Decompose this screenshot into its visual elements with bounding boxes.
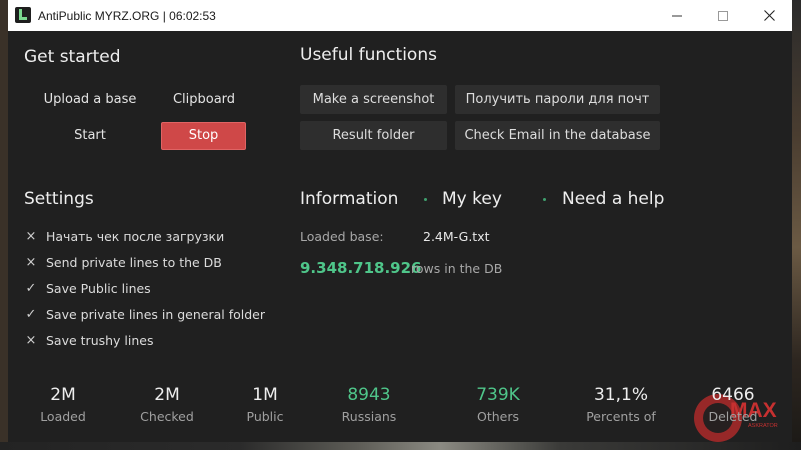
get-mail-passwords-button[interactable]: Получить пароли для почт [455, 85, 660, 114]
stat-checked: 2M Checked [112, 384, 222, 425]
watermark-subtext: ASKRATOR [748, 423, 778, 429]
information-tab[interactable]: Information [300, 189, 399, 209]
my-key-tab[interactable]: My key [442, 189, 502, 209]
setting-start-check-after-upload[interactable]: × Начать чек после загрузки [24, 227, 225, 245]
stat-value: 8943 [347, 385, 391, 405]
stat-caption: Checked [140, 409, 194, 424]
stat-caption: Russians [341, 409, 397, 424]
loaded-base-label: Loaded base: [300, 229, 384, 244]
settings-heading: Settings [24, 189, 94, 209]
window-title: AntiPublic MYRZ.ORG | 06:02:53 [38, 9, 216, 23]
close-button[interactable] [746, 0, 792, 31]
stat-others: 739K Others [443, 384, 553, 425]
maximize-button[interactable] [700, 0, 746, 31]
setting-save-private-general-folder[interactable]: ✓ Save private lines in general folder [24, 305, 265, 323]
clipboard-button[interactable]: Clipboard [172, 92, 236, 107]
setting-label: Save trushy lines [46, 332, 154, 348]
unchecked-x-icon: × [25, 254, 37, 270]
stat-caption: Others [476, 409, 519, 424]
setting-send-private-lines[interactable]: × Send private lines to the DB [24, 253, 222, 271]
stat-caption: Public [246, 409, 284, 424]
stat-deleted: 6466 Deleted [678, 384, 788, 425]
watermark-logo: MAX ASKRATOR [694, 394, 778, 442]
db-rows-count: 9.348.718.926 [300, 259, 422, 277]
stop-button[interactable]: Stop [161, 122, 246, 150]
desktop-background-right [792, 0, 801, 450]
loaded-base-value: 2.4M-G.txt [423, 229, 490, 244]
stat-value: 31,1% [593, 385, 648, 405]
stat-caption: Percents of [586, 409, 656, 424]
unchecked-x-icon: × [25, 228, 37, 244]
stat-caption: Deleted [708, 409, 758, 424]
stat-russians: 8943 Russians [314, 384, 424, 425]
close-icon [763, 10, 775, 21]
checkmark-icon: ✓ [25, 306, 37, 322]
setting-label: Save Public lines [46, 280, 151, 296]
separator-dot [543, 198, 546, 201]
checkmark-icon: ✓ [25, 280, 37, 296]
check-email-button[interactable]: Check Email in the database [455, 121, 660, 150]
stat-public: 1M Public [210, 384, 320, 425]
start-button[interactable]: Start [74, 128, 106, 143]
stat-value: 2M [50, 385, 76, 405]
stat-caption: Loaded [40, 409, 86, 424]
setting-save-public-lines[interactable]: ✓ Save Public lines [24, 279, 151, 297]
minimize-icon [672, 15, 682, 16]
setting-label: Save private lines in general folder [46, 306, 266, 322]
stat-value: 2M [154, 385, 180, 405]
stat-value: 739K [476, 385, 520, 405]
upload-base-button[interactable]: Upload a base [43, 92, 137, 107]
get-started-heading: Get started [24, 47, 121, 67]
stat-percents: 31,1% Percents of [566, 384, 676, 425]
unchecked-x-icon: × [25, 332, 37, 348]
useful-functions-heading: Useful functions [300, 45, 437, 65]
app-logo-icon [15, 7, 31, 23]
stat-value: 6466 [711, 385, 755, 405]
minimize-button[interactable] [654, 0, 700, 31]
title-bar[interactable]: AntiPublic MYRZ.ORG | 06:02:53 [8, 0, 792, 31]
desktop-background-bottom [0, 442, 801, 450]
stat-value: 1M [252, 385, 278, 405]
setting-label: Send private lines to the DB [46, 254, 222, 270]
stat-loaded: 2M Loaded [8, 384, 118, 425]
setting-label: Начать чек после загрузки [46, 228, 225, 244]
setting-save-trushy-lines[interactable]: × Save trushy lines [24, 331, 154, 349]
db-rows-suffix: rows in the DB [411, 261, 503, 276]
need-help-tab[interactable]: Need a help [562, 189, 665, 209]
maximize-icon [718, 10, 728, 21]
separator-dot [424, 198, 427, 201]
watermark-text: MAX [730, 399, 777, 422]
make-screenshot-button[interactable]: Make a screenshot [300, 85, 447, 114]
result-folder-button[interactable]: Result folder [300, 121, 447, 150]
app-window: AntiPublic MYRZ.ORG | 06:02:53 Get start… [8, 0, 792, 442]
